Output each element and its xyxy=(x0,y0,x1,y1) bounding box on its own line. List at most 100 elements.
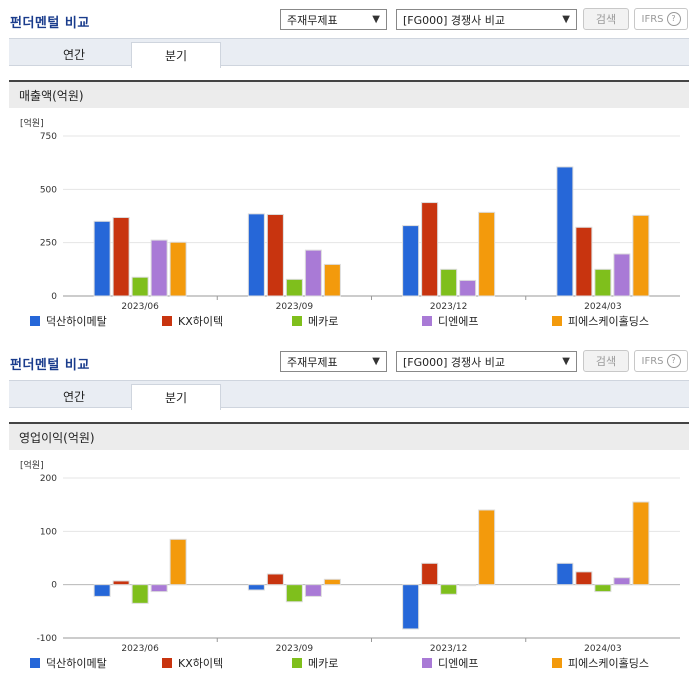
legend-label: 덕산하이메탈 xyxy=(46,315,107,328)
bar xyxy=(323,263,341,297)
y-tick-label: 100 xyxy=(40,527,57,537)
tab-quarter[interactable]: 분기 xyxy=(131,384,221,410)
bar xyxy=(285,584,303,603)
bar xyxy=(304,249,322,297)
compare-group-value: [FG000] 경쟁사 비교 xyxy=(403,13,506,27)
x-tick-label: 2023/06 xyxy=(121,302,159,312)
period-tabs: 연간 분기 xyxy=(9,38,689,68)
legend-item[interactable]: 덕산하이메탈 xyxy=(30,655,107,671)
bar xyxy=(402,584,420,630)
bar xyxy=(247,213,265,297)
legend-label: 디엔에프 xyxy=(438,315,479,328)
legend-swatch xyxy=(552,658,562,668)
bar xyxy=(112,580,130,586)
bar xyxy=(613,577,631,586)
x-tick-label: 2023/09 xyxy=(276,644,314,654)
bar xyxy=(421,562,439,586)
unit-label: [억원] xyxy=(20,117,44,129)
compare-group-select[interactable]: [FG000] 경쟁사 비교 ▼ xyxy=(396,351,577,372)
tab-annual[interactable]: 연간 xyxy=(62,390,86,404)
chevron-down-icon: ▼ xyxy=(562,356,570,367)
compare-group-value: [FG000] 경쟁사 비교 xyxy=(403,355,506,369)
y-tick-label: 0 xyxy=(51,581,57,591)
bar xyxy=(93,584,111,597)
bar xyxy=(575,226,593,297)
bar xyxy=(594,268,612,297)
tab-annual[interactable]: 연간 xyxy=(62,48,86,62)
bar xyxy=(169,538,187,586)
chart-title: 영업이익(억원) xyxy=(9,422,689,450)
search-button[interactable]: 검색 xyxy=(583,350,629,372)
bar xyxy=(150,584,168,593)
statement-type-select[interactable]: 주재무제표 ▼ xyxy=(280,9,387,30)
chevron-down-icon: ▼ xyxy=(562,14,570,25)
bar xyxy=(613,253,631,297)
legend-swatch xyxy=(292,316,302,326)
search-button[interactable]: 검색 xyxy=(583,8,629,30)
legend-item[interactable]: 디엔에프 xyxy=(422,655,478,671)
chart-legend: 덕산하이메탈 KX하이텍 메카로 디엔에프 피에스케이홀딩스 xyxy=(30,313,680,329)
bar xyxy=(266,573,284,586)
compare-group-select[interactable]: [FG000] 경쟁사 비교 ▼ xyxy=(396,9,577,30)
legend-swatch xyxy=(162,658,172,668)
bar xyxy=(556,562,574,586)
bar xyxy=(323,578,341,586)
y-tick-label: 250 xyxy=(40,239,57,249)
x-tick-label: 2023/06 xyxy=(121,644,159,654)
legend-swatch xyxy=(162,316,172,326)
legend-item[interactable]: KX하이텍 xyxy=(162,313,223,329)
statement-type-select[interactable]: 주재무제표 ▼ xyxy=(280,351,387,372)
bar xyxy=(131,584,149,604)
ifrs-help-button[interactable]: IFRS ? xyxy=(634,350,688,372)
y-tick-label: -100 xyxy=(37,634,58,644)
legend-swatch xyxy=(292,658,302,668)
legend-item[interactable]: 덕산하이메탈 xyxy=(30,313,107,329)
fundamental-panel-revenue: 펀더멘털 비교 주재무제표 ▼ [FG000] 경쟁사 비교 ▼ 검색 IFRS… xyxy=(9,8,689,329)
chevron-down-icon: ▼ xyxy=(372,14,380,25)
revenue-bar-chart: [억원] 0 250 500 750 2023/06 2023/09 2023/12 2024/… xyxy=(20,117,680,312)
section-title: 펀더멘털 비교 xyxy=(10,16,90,31)
y-tick-label: 0 xyxy=(51,292,57,302)
legend-label: 피에스케이홀딩스 xyxy=(568,315,649,328)
legend-item[interactable]: 피에스케이홀딩스 xyxy=(552,655,649,671)
bar xyxy=(478,211,496,297)
x-tick-label: 2023/12 xyxy=(430,302,467,312)
ifrs-label: IFRS xyxy=(641,355,664,367)
bar xyxy=(440,584,458,595)
chart-legend: 덕산하이메탈 KX하이텍 메카로 디엔에프 피에스케이홀딩스 xyxy=(30,655,680,671)
legend-item[interactable]: 디엔에프 xyxy=(422,313,478,329)
legend-label: KX하이텍 xyxy=(178,657,224,670)
bar xyxy=(93,220,111,297)
legend-item[interactable]: KX하이텍 xyxy=(162,655,223,671)
legend-swatch xyxy=(30,658,40,668)
legend-label: KX하이텍 xyxy=(178,315,224,328)
legend-swatch xyxy=(30,316,40,326)
bar xyxy=(632,501,650,586)
ifrs-help-button[interactable]: IFRS ? xyxy=(634,8,688,30)
bar xyxy=(478,509,496,586)
y-tick-label: 500 xyxy=(40,185,57,195)
bar xyxy=(169,241,187,297)
ifrs-label: IFRS xyxy=(641,13,664,25)
legend-label: 메카로 xyxy=(308,315,339,328)
x-tick-label: 2024/03 xyxy=(584,644,621,654)
bar xyxy=(285,278,303,297)
bar xyxy=(247,584,265,591)
legend-swatch xyxy=(422,316,432,326)
legend-swatch xyxy=(552,316,562,326)
bar xyxy=(575,571,593,586)
bar xyxy=(266,214,284,297)
bar xyxy=(112,216,130,297)
operating-profit-bar-chart: [억원] -100 0 100 200 2023/06 2023/09 2023/12 2024… xyxy=(20,459,680,654)
bar xyxy=(459,584,477,587)
help-icon: ? xyxy=(666,354,681,368)
help-icon: ? xyxy=(666,12,681,26)
tab-quarter[interactable]: 분기 xyxy=(131,42,221,68)
legend-item[interactable]: 메카로 xyxy=(292,655,338,671)
legend-item[interactable]: 메카로 xyxy=(292,313,338,329)
legend-item[interactable]: 피에스케이홀딩스 xyxy=(552,313,649,329)
bar xyxy=(632,214,650,297)
fundamental-panel-operating-profit: 펀더멘털 비교 주재무제표 ▼ [FG000] 경쟁사 비교 ▼ 검색 IFRS… xyxy=(0,342,696,684)
bar xyxy=(594,584,612,593)
legend-label: 덕산하이메탈 xyxy=(46,657,107,670)
